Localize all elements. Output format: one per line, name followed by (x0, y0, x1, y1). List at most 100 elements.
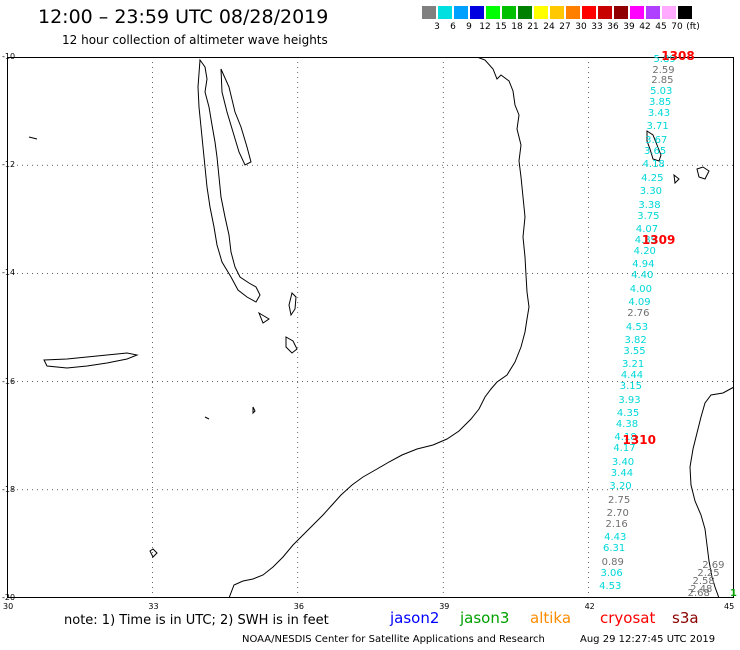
pass-number: 1308 (661, 48, 695, 63)
wave-height-value: 3.43 (647, 107, 671, 119)
wave-height-value: 3.55 (623, 345, 646, 357)
legend-label: 21 (527, 22, 539, 32)
comoros-mayotte (696, 166, 710, 180)
wave-height-value: 3.85 (648, 96, 672, 108)
wave-height-value: 4.38 (615, 418, 639, 430)
legend-swatch (550, 6, 564, 19)
lat-tick-label: -20 (2, 593, 16, 602)
lake-malawi (197, 58, 261, 303)
west-lake (28, 136, 38, 140)
legend-swatch (582, 6, 596, 19)
wave-height-value: 3.75 (637, 210, 660, 222)
legend-label: 33 (591, 22, 603, 32)
wave-height-value: 2.25 (697, 567, 720, 579)
wave-height-value: 3.93 (618, 394, 641, 406)
wave-height-value: 3.65 (643, 145, 667, 157)
lake-kariba (43, 352, 139, 369)
wave-height-value: 3.67 (645, 134, 668, 146)
wave-height-value: 4.25 (641, 172, 664, 184)
river-fragment-3 (149, 548, 158, 558)
legend-swatch (646, 6, 660, 19)
wave-height-value: 2.68 (687, 588, 710, 600)
wave-height-value: 3.30 (639, 186, 663, 198)
map-subtitle: 12 hour collection of altimeter wave hei… (62, 33, 328, 47)
satellite-label: cryosat (600, 609, 656, 627)
wave-height-value: 4.00 (629, 283, 653, 295)
wave-height-value: 6.31 (603, 543, 626, 555)
wave-height-value: 3.21 (621, 359, 645, 371)
legend-label: 45 (655, 22, 667, 32)
coastlines (28, 57, 734, 598)
river-fragment-2 (204, 416, 210, 420)
generated-timestamp: Aug 29 12:27:45 UTC 2019 (580, 634, 716, 645)
satellite-label: jason2 (390, 609, 440, 627)
legend-swatch (630, 6, 644, 19)
lat-tick-label: -16 (2, 376, 16, 386)
lake-small (257, 311, 270, 324)
wave-height-value: 2.70 (606, 508, 629, 520)
legend-label: 18 (511, 22, 523, 32)
wave-height-value: 3.44 (610, 467, 634, 479)
lon-tick-label: 36 (293, 602, 304, 611)
legend-swatch (470, 6, 484, 19)
lat-tick-label: -18 (2, 484, 16, 494)
legend-swatch (438, 6, 452, 19)
legend-label: 30 (575, 22, 587, 32)
footer-note: note: 1) Time is in UTC; 2) SWH is in fe… (64, 613, 329, 628)
wave-height-value: 4.18 (614, 432, 637, 444)
legend-swatch (502, 6, 516, 19)
wave-height-value: 5.89 (653, 53, 676, 65)
wave-height-value: 5.03 (650, 86, 673, 98)
legend-label: 39 (623, 22, 635, 32)
legend-label: 42 (639, 22, 651, 32)
wave-height-value: 2.58 (692, 575, 715, 587)
wave-height-value: 2.76 (627, 307, 650, 319)
wave-height-value: 3.71 (646, 121, 669, 133)
map-border (7, 57, 734, 598)
wave-height-value: 4.43 (604, 532, 627, 544)
wave-height-value: 3.06 (600, 567, 623, 579)
legend-label: 12 (479, 22, 491, 32)
satellite-label: s3a (672, 609, 699, 627)
lake-malombe (288, 292, 297, 317)
legend-label: 3 (434, 22, 440, 32)
legend-label: 15 (495, 22, 507, 32)
map-canvas (7, 57, 734, 598)
lat-tick-label: -10 (2, 52, 16, 61)
wave-height-value: 4.53 (599, 581, 622, 593)
legend-label: (ft) (686, 22, 700, 32)
wave-height-value: 2.48 (690, 583, 713, 595)
wave-height-value: 2.75 (608, 494, 631, 506)
wave-height-value: 3.82 (624, 335, 647, 347)
legend-label: 24 (543, 22, 555, 32)
lon-tick-label: 39 (439, 602, 450, 611)
credit-text: NOAA/NESDIS Center for Satellite Applica… (242, 634, 545, 645)
legend-swatch (614, 6, 628, 19)
legend-label: 36 (607, 22, 619, 32)
wave-height-value: 4.35 (616, 408, 640, 420)
madagascar-coast (689, 386, 734, 598)
lat-tick-label: -12 (2, 160, 16, 170)
wave-height-value: 4.07 (635, 224, 659, 236)
wave-height-value: 4.53 (625, 321, 649, 333)
wave-height-value: 2.16 (605, 518, 628, 530)
lake-chilwa (285, 336, 298, 354)
map-title: 12:00 – 23:59 UTC 08/28/2019 (38, 6, 329, 28)
wave-height-value: 4.40 (631, 270, 654, 282)
wave-height-value: 4.44 (620, 370, 644, 382)
comoros-small (673, 173, 680, 185)
legend-label: 27 (559, 22, 571, 32)
lat-tick-label: -14 (2, 268, 16, 278)
satellite-label: altika (530, 609, 572, 627)
legend-label: 9 (466, 22, 472, 32)
legend-swatch (534, 6, 548, 19)
wave-height-value: 4.89 (634, 234, 658, 246)
lon-tick-label: 33 (148, 602, 159, 611)
legend-swatch (598, 6, 612, 19)
lon-tick-label: 30 (3, 602, 14, 611)
wave-height-value: 4.17 (613, 443, 636, 455)
wave-height-value: 4.09 (628, 297, 651, 309)
wave-height-value: 4.18 (642, 159, 665, 171)
lon-tick-label: 42 (584, 602, 595, 611)
comoros-grande (646, 130, 662, 162)
